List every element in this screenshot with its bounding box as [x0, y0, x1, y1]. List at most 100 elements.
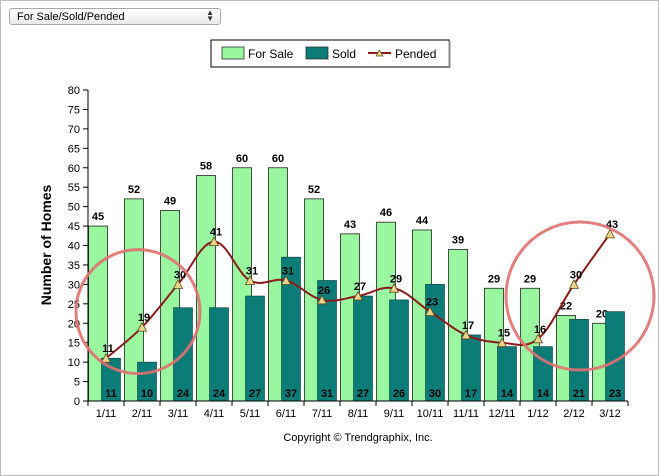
pended-point: [604, 228, 616, 239]
annotation-circle: [504, 220, 656, 372]
sold-value-label: 27: [357, 388, 369, 400]
x-tick-label: 1/11: [96, 408, 117, 420]
pended-point: [424, 306, 436, 316]
sold-bar: [353, 295, 373, 402]
for-sale-value-label: 60: [272, 153, 284, 165]
for-sale-value-label: 29: [488, 273, 500, 285]
y-tick-label: 65: [68, 143, 80, 155]
for-sale-value-label: 45: [92, 211, 104, 223]
for-sale-value-label: 58: [200, 161, 212, 173]
y-tick-label: 70: [68, 124, 80, 136]
sold-value-label: 10: [141, 388, 153, 400]
y-tick-label: 45: [68, 221, 80, 233]
x-tick-label: 2/12: [563, 408, 584, 420]
pended-point: [136, 321, 148, 332]
sold-value-label: 26: [393, 388, 405, 400]
x-tick-label: 3/12: [599, 408, 620, 420]
pended-value-label: 17: [462, 320, 474, 332]
for-sale-value-label: 46: [380, 207, 392, 219]
x-tick-label: 8/11: [348, 408, 369, 420]
pended-value-label: 29: [390, 273, 402, 285]
legend-label-pended: Pended: [395, 47, 436, 61]
pended-value-label: 26: [318, 285, 330, 297]
pended-value-label: 31: [282, 265, 294, 277]
legend-box: [210, 39, 450, 68]
data-view-select[interactable]: For Sale/Sold/Pended ▲ ▼: [9, 8, 221, 25]
for-sale-value-label: 39: [452, 234, 464, 246]
for-sale-value-label: 60: [236, 153, 248, 165]
for-sale-value-label: 44: [416, 215, 429, 227]
pended-point: [280, 275, 292, 285]
for-sale-value-label: 52: [308, 184, 320, 196]
pended-point: [460, 329, 472, 340]
sold-value-label: 24: [177, 388, 190, 400]
y-axis-label: Number of Homes: [38, 185, 54, 306]
x-tick-label: 2/11: [132, 408, 153, 420]
pended-point: [496, 337, 508, 348]
annotation-circle: [74, 248, 202, 376]
pended-value-label: 16: [534, 324, 546, 336]
pended-value-label: 41: [210, 227, 222, 239]
sold-value-label: 11: [105, 388, 117, 400]
y-tick-label: 35: [68, 260, 80, 272]
x-tick-label: 10/11: [417, 408, 444, 420]
sold-value-label: 37: [285, 388, 297, 400]
y-tick-label: 55: [68, 182, 80, 194]
x-tick-label: 11/11: [453, 408, 479, 420]
pended-point: [100, 352, 112, 363]
legend-swatch-for-sale: [221, 46, 245, 60]
y-tick-label: 30: [68, 279, 80, 291]
sold-value-label: 21: [573, 388, 585, 400]
sold-value-label: 31: [321, 388, 333, 400]
for-sale-value-label: 52: [128, 184, 140, 196]
x-tick-label: 9/11: [384, 408, 405, 420]
select-arrows-icon: ▲ ▼: [206, 8, 214, 23]
legend-swatch-sold: [305, 46, 329, 60]
x-tick-label: 12/11: [489, 408, 516, 420]
pended-point: [568, 279, 580, 289]
legend-label-sold: Sold: [332, 47, 356, 61]
legend-label-for-sale: For Sale: [248, 47, 294, 61]
pended-value-label: 30: [174, 269, 186, 281]
pended-value-label: 30: [570, 269, 582, 281]
x-tick-label: 6/11: [276, 408, 297, 420]
y-tick-label: 10: [68, 357, 80, 369]
for-sale-value-label: 49: [164, 196, 176, 208]
y-tick-label: 50: [68, 202, 80, 214]
y-tick-label: 40: [68, 241, 80, 253]
pended-value-label: 19: [138, 312, 150, 324]
sold-value-label: 17: [465, 388, 477, 400]
y-tick-label: 0: [74, 396, 80, 408]
for-sale-value-label: 43: [344, 219, 356, 231]
for-sale-value-label: 20: [596, 308, 608, 320]
pended-point: [244, 275, 256, 285]
pended-point: [316, 294, 328, 305]
data-view-select-value: For Sale/Sold/Pended: [17, 11, 125, 23]
y-tick-label: 80: [68, 85, 80, 97]
pended-value-label: 31: [246, 265, 258, 277]
sold-value-label: 24: [213, 388, 226, 400]
pended-value-label: 11: [102, 343, 114, 355]
x-tick-label: 5/11: [240, 408, 261, 420]
y-tick-label: 15: [68, 338, 80, 350]
legend: For Sale Sold Pended: [210, 39, 451, 68]
pended-point: [172, 279, 184, 289]
pended-value-label: 15: [498, 328, 510, 340]
legend-marker-pended: [375, 49, 384, 57]
y-tick-label: 5: [74, 377, 80, 389]
pended-point: [208, 236, 220, 247]
pended-value-label: 23: [426, 297, 438, 309]
sold-value-label: 27: [249, 388, 261, 400]
sold-value-label: 30: [429, 388, 441, 400]
y-tick-label: 60: [68, 163, 80, 175]
sold-value-label: 14: [537, 388, 550, 400]
sold-bar: [389, 299, 409, 402]
sold-value-label: 23: [609, 388, 621, 400]
pended-point: [352, 290, 364, 301]
y-tick-label: 75: [68, 104, 80, 116]
sold-bar: [209, 307, 229, 402]
for-sale-value-label: 29: [524, 273, 536, 285]
pended-point: [532, 333, 544, 344]
copyright-text: Copyright © Trendgraphix, Inc.: [283, 432, 432, 444]
